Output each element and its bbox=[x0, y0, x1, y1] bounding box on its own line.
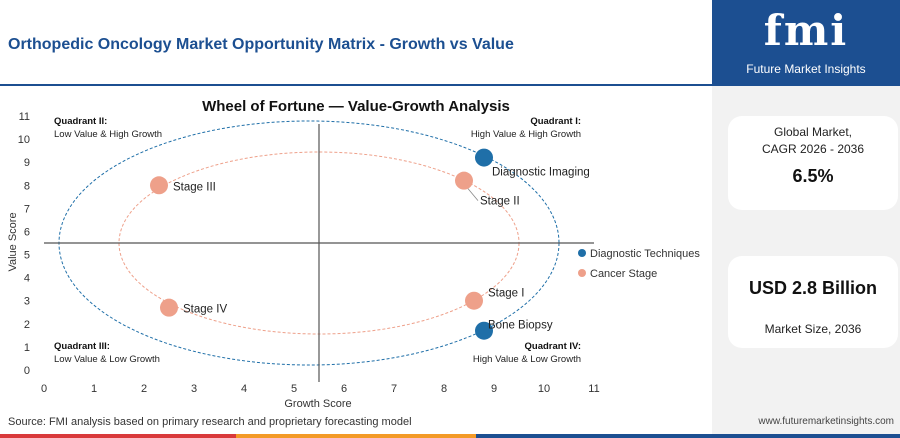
point-label: Stage III bbox=[173, 181, 216, 193]
y-tick-label: 2 bbox=[24, 319, 30, 331]
data-point bbox=[160, 298, 178, 317]
quadrant-name: Quadrant III: bbox=[54, 341, 110, 352]
source-note: Source: FMI analysis based on primary re… bbox=[8, 416, 412, 428]
website-link[interactable]: www.futuremarketinsights.com bbox=[758, 416, 894, 427]
quadrant-description: High Value & High Growth bbox=[471, 129, 581, 140]
label-leader bbox=[467, 188, 479, 201]
y-tick-label: 1 bbox=[24, 342, 30, 354]
bar-segment-orange bbox=[236, 434, 476, 438]
quadrant-description: Low Value & Low Growth bbox=[54, 354, 160, 365]
page-title: Orthopedic Oncology Market Opportunity M… bbox=[8, 36, 514, 53]
legend-label: Cancer Stage bbox=[590, 268, 657, 280]
header-divider bbox=[0, 84, 712, 86]
y-tick-label: 5 bbox=[24, 250, 30, 262]
y-tick-label: 10 bbox=[18, 134, 30, 146]
data-point bbox=[475, 148, 493, 167]
x-tick-label: 1 bbox=[91, 383, 97, 395]
sidebar: fmi Future Market Insights Global Market… bbox=[712, 0, 900, 438]
fmi-logo: fmi Future Market Insights bbox=[712, 0, 900, 86]
cagr-value: 6.5% bbox=[792, 166, 834, 186]
x-tick-label: 9 bbox=[491, 383, 497, 395]
y-tick-label: 11 bbox=[19, 111, 30, 123]
market-size-value: USD 2.8 Billion bbox=[748, 278, 878, 298]
quadrant-name: Quadrant IV: bbox=[525, 341, 581, 352]
cagr-label: Global Market, CAGR 2026 - 2036 bbox=[728, 124, 898, 158]
y-tick-label: 8 bbox=[24, 180, 30, 192]
x-tick-label: 4 bbox=[241, 383, 247, 395]
bottom-color-bar bbox=[0, 434, 900, 438]
y-tick-label: 0 bbox=[24, 365, 30, 377]
logo-wordmark: fmi bbox=[763, 6, 849, 55]
quadrant-name: Quadrant I: bbox=[530, 116, 581, 127]
legend: Diagnostic Techniques Cancer Stage bbox=[578, 248, 700, 280]
points-layer: Diagnostic Imaging Bone Biopsy Stage II Sta… bbox=[150, 148, 590, 340]
point-label: Diagnostic Imaging bbox=[492, 167, 590, 179]
x-tick-label: 3 bbox=[191, 383, 197, 395]
point-label: Bone Biopsy bbox=[488, 320, 553, 332]
quadrant-labels: Quadrant II: Low Value & High Growth Quadr… bbox=[54, 116, 581, 365]
cagr-card: Global Market, CAGR 2026 - 2036 6.5% bbox=[728, 116, 898, 210]
legend-label: Diagnostic Techniques bbox=[590, 248, 700, 260]
x-tick-label: 5 bbox=[291, 383, 297, 395]
x-tick-label: 11 bbox=[588, 383, 599, 395]
quadrant-description: High Value & Low Growth bbox=[473, 354, 581, 365]
cagr-label-line-2: CAGR 2026 - 2036 bbox=[761, 142, 865, 156]
x-axis-label: Growth Score bbox=[284, 398, 351, 410]
x-tick-label: 2 bbox=[141, 383, 147, 395]
axes-layer: 0 1 2 3 4 5 6 7 8 9 10 11 0 1 2 3 4 5 6 7 8 9 10 11 bbox=[18, 111, 600, 395]
logo-subtitle: Future Market Insights bbox=[746, 62, 866, 76]
x-tick-label: 10 bbox=[538, 383, 550, 395]
legend-marker bbox=[578, 249, 586, 257]
x-tick-label: 0 bbox=[41, 383, 47, 395]
point-label: Stage IV bbox=[183, 304, 227, 316]
data-point bbox=[475, 321, 493, 340]
point-label: Stage II bbox=[480, 196, 520, 208]
y-tick-label: 6 bbox=[24, 226, 30, 238]
y-tick-label: 9 bbox=[24, 157, 30, 169]
x-tick-label: 6 bbox=[341, 383, 347, 395]
x-tick-label: 8 bbox=[441, 383, 447, 395]
legend-marker bbox=[578, 269, 586, 277]
opportunity-matrix-chart: 0 1 2 3 4 5 6 7 8 9 10 11 0 1 2 3 4 5 6 7 8 9 10 11 Quadrant II… bbox=[7, 98, 700, 410]
bar-segment-red bbox=[0, 434, 236, 438]
header: Orthopedic Oncology Market Opportunity M… bbox=[0, 0, 712, 86]
chart-panel: 0 1 2 3 4 5 6 7 8 9 10 11 0 1 2 3 4 5 6 7 8 9 10 11 Quadrant II… bbox=[0, 90, 712, 414]
quadrant-description: Low Value & High Growth bbox=[54, 129, 162, 140]
data-point bbox=[150, 176, 168, 195]
bar-segment-blue bbox=[476, 434, 900, 438]
point-label: Stage I bbox=[488, 288, 524, 300]
chart-title: Wheel of Fortune — Value-Growth Analysis bbox=[202, 98, 510, 115]
quadrant-name: Quadrant II: bbox=[54, 116, 107, 127]
data-point bbox=[455, 171, 473, 190]
y-axis-label: Value Score bbox=[7, 212, 19, 271]
y-tick-label: 4 bbox=[24, 273, 30, 285]
cagr-label-line-1: Global Market, bbox=[773, 125, 853, 139]
x-tick-label: 7 bbox=[391, 383, 397, 395]
y-tick-label: 7 bbox=[24, 203, 30, 215]
data-point bbox=[465, 291, 483, 310]
market-size-card: USD 2.8 Billion Market Size, 2036 bbox=[728, 256, 898, 348]
market-size-label: Market Size, 2036 bbox=[764, 322, 862, 336]
y-tick-label: 3 bbox=[24, 296, 30, 308]
